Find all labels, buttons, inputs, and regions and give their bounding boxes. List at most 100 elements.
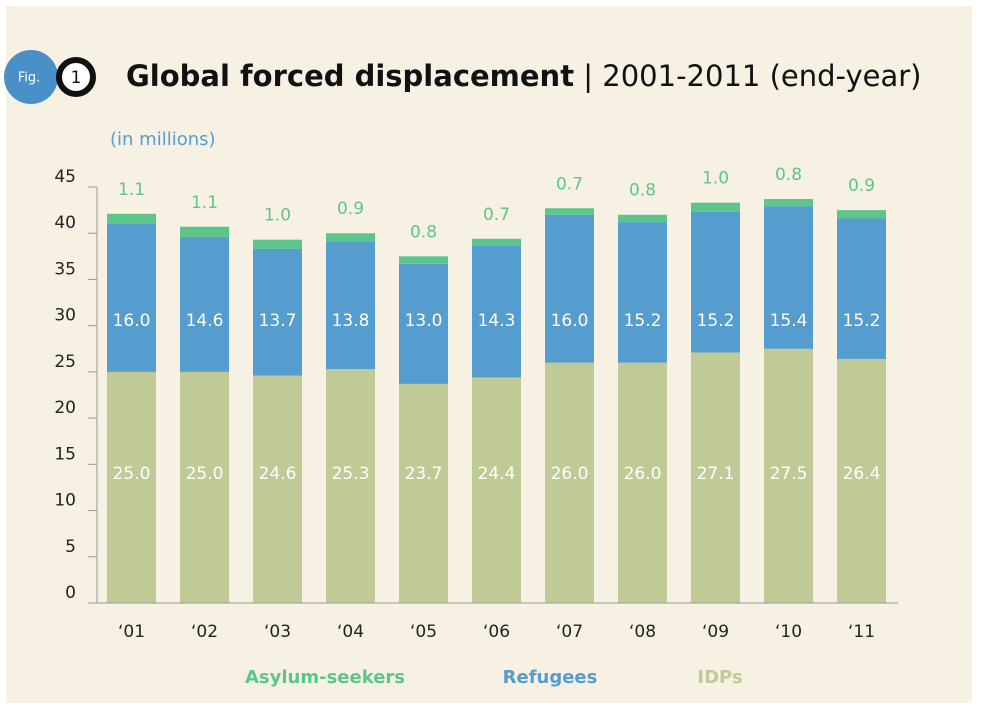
value-label: 23.7 — [405, 464, 443, 484]
title-main: Global forced displacement — [126, 59, 574, 93]
value-label: 0.9 — [848, 176, 875, 196]
bar-segment — [180, 371, 229, 603]
x-tick-label: ‘11 — [848, 622, 875, 642]
y-tick-label: 45 — [54, 167, 76, 187]
bar-segment — [399, 383, 448, 603]
value-label: 1.1 — [191, 193, 218, 213]
value-label: 26.4 — [843, 464, 881, 484]
x-tick-label: ‘09 — [702, 622, 729, 642]
x-tick-label: ‘01 — [118, 622, 145, 642]
value-label: 1.1 — [118, 180, 145, 200]
bar-segment — [107, 223, 156, 372]
bar-segment — [691, 211, 740, 353]
bar-segment — [253, 239, 302, 249]
value-label: 13.7 — [259, 311, 297, 331]
bar-segment — [764, 199, 813, 207]
bar-segment — [545, 214, 594, 363]
value-label: 27.5 — [770, 464, 808, 484]
title-suffix: | 2001-2011 (end-year) — [583, 59, 921, 93]
value-label: 1.0 — [702, 169, 729, 189]
value-label: 15.2 — [843, 311, 881, 331]
bar-segment — [837, 218, 886, 359]
bar-segment — [180, 226, 229, 237]
x-tick-label: ‘04 — [337, 622, 364, 642]
value-label: 26.0 — [624, 464, 662, 484]
bar-segment — [618, 214, 667, 223]
bar-segment — [618, 362, 667, 603]
value-label: 15.4 — [770, 311, 808, 331]
y-tick-label: 30 — [54, 306, 76, 326]
value-label: 13.0 — [405, 311, 443, 331]
bar-segment — [837, 358, 886, 603]
value-label: 14.3 — [478, 311, 516, 331]
value-label: 27.1 — [697, 464, 735, 484]
x-tick-label: ‘10 — [775, 622, 802, 642]
chart-title: Global forced displacement | 2001-2011 (… — [126, 59, 921, 93]
y-tick-label: 10 — [54, 491, 76, 511]
bar-segment — [764, 348, 813, 603]
y-tick-label: 20 — [54, 398, 76, 418]
value-label: 16.0 — [113, 311, 151, 331]
fig-number-ring — [56, 57, 96, 97]
bar-segment — [107, 213, 156, 224]
value-label: 25.0 — [113, 464, 151, 484]
y-tick-label: 5 — [65, 537, 76, 557]
fig-number: 1 — [71, 68, 82, 88]
bar-segment — [253, 375, 302, 603]
x-tick-label: ‘06 — [483, 622, 510, 642]
y-tick-label: 0 — [65, 583, 76, 603]
bar-segment — [399, 263, 448, 384]
legend-entry: IDPs — [697, 667, 742, 688]
value-label: 15.2 — [697, 311, 735, 331]
bar-segment — [253, 248, 302, 376]
bar-segment — [691, 352, 740, 603]
bar-segment — [618, 222, 667, 363]
value-label: 0.7 — [483, 205, 510, 225]
value-label: 0.9 — [337, 199, 364, 219]
value-label: 0.8 — [629, 181, 656, 201]
bar-segment — [399, 256, 448, 264]
value-label: 16.0 — [551, 311, 589, 331]
y-tick-label: 35 — [54, 259, 76, 279]
bar-segment — [180, 236, 229, 372]
value-label: 25.0 — [186, 464, 224, 484]
fig-badge — [4, 50, 58, 104]
value-label: 14.6 — [186, 311, 224, 331]
bar-segment — [764, 206, 813, 349]
y-tick-label: 25 — [54, 352, 76, 372]
value-label: 1.0 — [264, 206, 291, 226]
value-label: 13.8 — [332, 311, 370, 331]
x-tick-label: ‘02 — [191, 622, 218, 642]
bar-segment — [691, 202, 740, 212]
fig-label: Fig. — [18, 71, 41, 86]
x-tick-label: ‘07 — [556, 622, 583, 642]
legend-entry: Refugees — [503, 667, 598, 688]
value-label: 24.4 — [478, 464, 516, 484]
x-tick-label: ‘05 — [410, 622, 437, 642]
y-tick-label: 15 — [54, 444, 76, 464]
bar-segment — [472, 245, 521, 378]
x-tick-label: ‘08 — [629, 622, 656, 642]
bar-segment — [472, 377, 521, 603]
bar-segment — [545, 208, 594, 215]
y-tick-label: 40 — [54, 213, 76, 233]
bar-segment — [545, 362, 594, 603]
value-label: 0.7 — [556, 174, 583, 194]
value-label: 26.0 — [551, 464, 589, 484]
legend-entry: Asylum-seekers — [245, 667, 405, 688]
bar-segment — [326, 241, 375, 370]
value-label: 0.8 — [775, 165, 802, 185]
value-label: 24.6 — [259, 464, 297, 484]
bar-segment — [472, 238, 521, 246]
bar-segment — [107, 371, 156, 603]
y-axis-label: (in millions) — [110, 129, 216, 150]
bar-segment — [326, 233, 375, 242]
value-label: 15.2 — [624, 311, 662, 331]
value-label: 0.8 — [410, 222, 437, 242]
value-label: 25.3 — [332, 464, 370, 484]
bar-segment — [326, 369, 375, 603]
bar-segment — [837, 210, 886, 219]
x-tick-label: ‘03 — [264, 622, 291, 642]
